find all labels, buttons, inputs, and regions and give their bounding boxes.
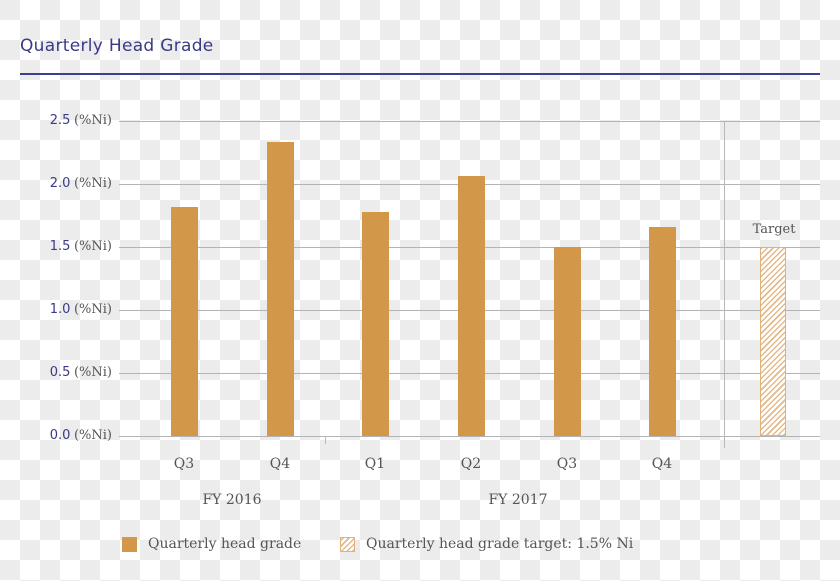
- y-tick-value: 1.5: [49, 239, 71, 254]
- y-tick-value: 1.0: [49, 302, 71, 317]
- y-tick-unit: (%Ni): [73, 239, 112, 254]
- y-tick-unit: (%Ni): [73, 302, 112, 317]
- x-axis-baseline: [119, 436, 820, 437]
- bar-head-grade: [458, 176, 485, 436]
- x-tick-label: Q2: [460, 456, 482, 472]
- x-tick-label: Q4: [269, 456, 291, 472]
- legend-label: Quarterly head grade: [148, 536, 302, 552]
- x-tick-label: Q4: [651, 456, 673, 472]
- legend-swatch-solid: [122, 537, 137, 552]
- fiscal-year-divider-tick: [325, 436, 326, 444]
- x-tick-label: Q3: [556, 456, 578, 472]
- y-tick-unit: (%Ni): [73, 176, 112, 191]
- x-tick-label: Q1: [364, 456, 386, 472]
- y-tick-value: 0.0: [49, 428, 71, 443]
- bar-head-grade: [171, 207, 198, 436]
- bar-head-grade: [362, 212, 389, 436]
- y-tick-value: 2.5: [49, 113, 71, 128]
- bar-head-grade: [649, 227, 676, 436]
- legend-swatch-hatched: [340, 537, 355, 552]
- target-label: Target: [752, 222, 796, 237]
- bar-target: [760, 247, 786, 436]
- y-tick-label: 2.5 (%Ni): [0, 113, 112, 129]
- y-tick-label: 0.0 (%Ni): [0, 428, 112, 444]
- y-tick-unit: (%Ni): [73, 428, 112, 443]
- bar-head-grade: [554, 247, 581, 436]
- y-tick-value: 2.0: [49, 176, 71, 191]
- y-tick-label: 1.5 (%Ni): [0, 239, 112, 255]
- y-tick-label: 0.5 (%Ni): [0, 365, 112, 381]
- legend-label: Quarterly head grade target: 1.5% Ni: [366, 536, 634, 552]
- gridline: [119, 121, 820, 122]
- y-tick-unit: (%Ni): [73, 365, 112, 380]
- y-tick-unit: (%Ni): [73, 113, 112, 128]
- x-tick-label: Q3: [173, 456, 195, 472]
- fiscal-year-label: FY 2017: [488, 492, 548, 508]
- y-tick-label: 1.0 (%Ni): [0, 302, 112, 318]
- bar-head-grade: [267, 142, 294, 436]
- target-separator: [724, 121, 725, 448]
- y-tick-value: 0.5: [49, 365, 71, 380]
- fiscal-year-label: FY 2016: [202, 492, 262, 508]
- chart-title: Quarterly Head Grade: [20, 36, 214, 56]
- title-divider: [20, 73, 820, 75]
- y-tick-label: 2.0 (%Ni): [0, 176, 112, 192]
